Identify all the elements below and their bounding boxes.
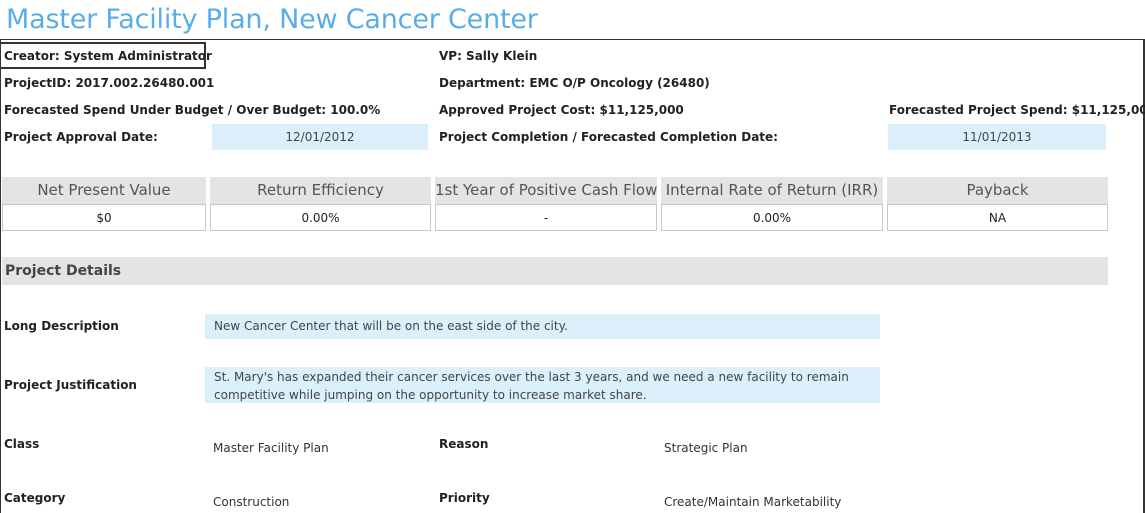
approved-cost-label: Approved Project Cost: $11,125,000 xyxy=(439,103,684,117)
priority-label: Priority xyxy=(439,491,490,505)
approval-date-label: Project Approval Date: xyxy=(4,130,158,144)
forecast-spend-label: Forecasted Project Spend: $11,125,000 xyxy=(889,103,1145,117)
project-id-label: ProjectID: 2017.002.26480.001 xyxy=(4,76,215,90)
kpi-header-payback: Payback xyxy=(887,177,1108,204)
long-description-field[interactable]: New Cancer Center that will be on the ea… xyxy=(205,314,880,339)
class-value: Master Facility Plan xyxy=(213,441,329,455)
reason-label: Reason xyxy=(439,437,489,451)
priority-value: Create/Maintain Marketability xyxy=(664,495,842,509)
right-border xyxy=(1143,40,1145,513)
class-label: Class xyxy=(4,437,40,451)
justification-field[interactable]: St. Mary's has expanded their cancer ser… xyxy=(205,367,880,403)
reason-value: Strategic Plan xyxy=(664,441,748,455)
kpi-header-irr: Internal Rate of Return (IRR) xyxy=(661,177,883,204)
kpi-value-payback: NA xyxy=(887,204,1108,231)
long-description-label: Long Description xyxy=(4,319,119,333)
creator-selection-box[interactable] xyxy=(0,42,206,69)
title-divider xyxy=(0,39,1145,40)
creator-label[interactable]: Creator: System Administrator xyxy=(4,49,212,63)
justification-label: Project Justification xyxy=(4,378,137,392)
department-label: Department: EMC O/P Oncology (26480) xyxy=(439,76,710,90)
kpi-value-return-efficiency: 0.00% xyxy=(210,204,431,231)
left-border xyxy=(0,40,1,513)
category-label: Category xyxy=(4,491,66,505)
kpi-value-npv: $0 xyxy=(2,204,206,231)
approval-date-field[interactable]: 12/01/2012 xyxy=(212,124,428,150)
kpi-header-npv: Net Present Value xyxy=(2,177,206,204)
category-value: Construction xyxy=(213,495,290,509)
kpi-header-return-efficiency: Return Efficiency xyxy=(210,177,431,204)
section-header-project-details: Project Details xyxy=(2,257,1108,285)
vp-label: VP: Sally Klein xyxy=(439,49,538,63)
kpi-value-irr: 0.00% xyxy=(661,204,883,231)
page-title: Master Facility Plan, New Cancer Center xyxy=(6,4,538,35)
completion-date-label: Project Completion / Forecasted Completi… xyxy=(439,130,778,144)
completion-date-field[interactable]: 11/01/2013 xyxy=(888,124,1106,150)
kpi-header-positive-cash-flow: 1st Year of Positive Cash Flow xyxy=(435,177,657,204)
kpi-value-positive-cash-flow: - xyxy=(435,204,657,231)
forecast-budget-label: Forecasted Spend Under Budget / Over Bud… xyxy=(4,103,381,117)
